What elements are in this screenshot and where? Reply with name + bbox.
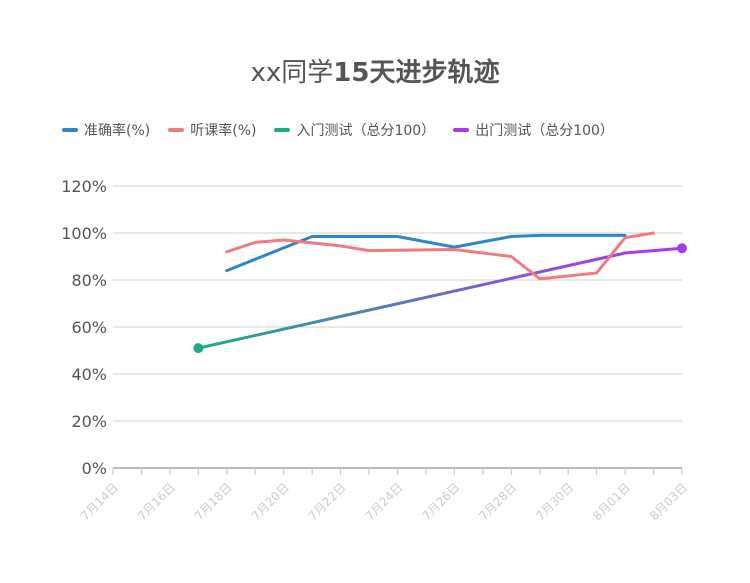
legend-item-accuracy[interactable]: 准确率(%) [62,120,150,140]
y-tick-label-1: 20% [71,412,107,431]
x-tick-label-3: 7月20日 [249,480,292,523]
x-tick-label-4: 7月22日 [306,480,349,523]
trend-line [196,251,627,350]
series-line-attendance [225,231,656,281]
y-tick-label-6: 120% [61,177,107,196]
data-point-exit-test [677,243,687,254]
x-tick-label-7: 7月28日 [476,480,519,523]
legend-swatch-attendance [168,128,185,132]
y-tick-label-3: 60% [71,318,107,337]
x-tick-label-1: 7月16日 [135,480,178,523]
legend-item-exit-test[interactable]: 出门测试（总分100） [453,120,614,140]
series-line-exit-test [623,246,684,255]
y-tick-label-4: 80% [71,271,107,290]
x-tick-label-5: 7月24日 [363,480,406,523]
legend-item-entry-test[interactable]: 入门测试（总分100） [274,120,435,140]
legend-item-attendance[interactable]: 听课率(%) [168,120,256,140]
series-line-accuracy [225,233,627,273]
x-tick-label-9: 8月01日 [590,480,633,523]
x-tick-label-10: 8月03日 [647,480,690,523]
chart-title-bold: 15天进步轨迹 [333,58,500,88]
data-point-entry-test [193,343,204,354]
legend-label-accuracy: 准确率(%) [84,123,151,139]
y-tick-label-5: 100% [61,224,107,243]
legend-swatch-entry-test [274,128,291,132]
chart-title-plain: xx同学 [250,58,334,88]
legend-swatch-exit-test [453,128,470,132]
x-tick-label-2: 7月18日 [192,480,235,523]
y-tick-label-0: 0% [82,459,107,478]
x-tick-label-8: 7月30日 [533,480,576,523]
legend-label-attendance: 听课率(%) [190,123,257,139]
legend-label-entry-test: 入门测试（总分100） [296,123,436,139]
legend-label-exit-test: 出门测试（总分100） [475,123,614,139]
x-tick-label-6: 7月26日 [419,480,462,523]
x-tick-label-0: 7月14日 [78,480,121,523]
legend-swatch-accuracy [62,128,78,132]
chart-legend: 准确率(%) 听课率(%) 入门测试（总分100） 出门测试（总分100） [62,120,632,140]
y-tick-label-2: 40% [71,365,107,384]
chart-title: xx同学15天进步轨迹 [0,52,750,89]
